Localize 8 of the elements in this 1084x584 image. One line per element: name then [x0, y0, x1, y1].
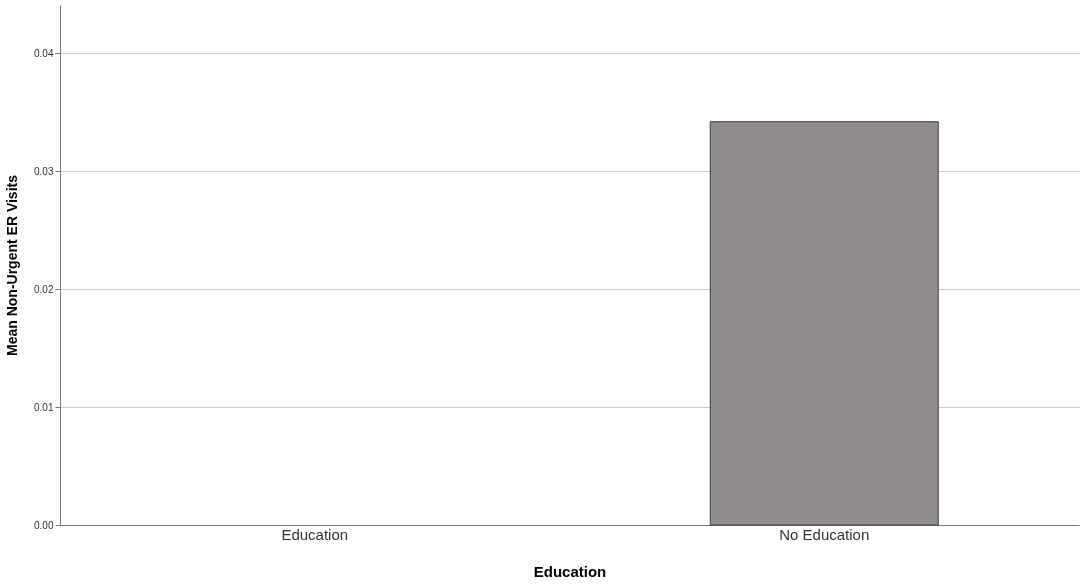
y-axis-title: Mean Non-Urgent ER Visits [4, 174, 21, 356]
y-tick-label: 0.03 [34, 165, 54, 177]
y-tick-label: 0.01 [34, 401, 54, 413]
x-axis-title: Education [533, 562, 607, 580]
y-tick-label: 0.02 [34, 283, 54, 295]
x-tick-label: No Education [779, 525, 870, 543]
y-tick-label: 0.00 [34, 519, 54, 531]
y-tick-label: 0.04 [34, 47, 54, 59]
